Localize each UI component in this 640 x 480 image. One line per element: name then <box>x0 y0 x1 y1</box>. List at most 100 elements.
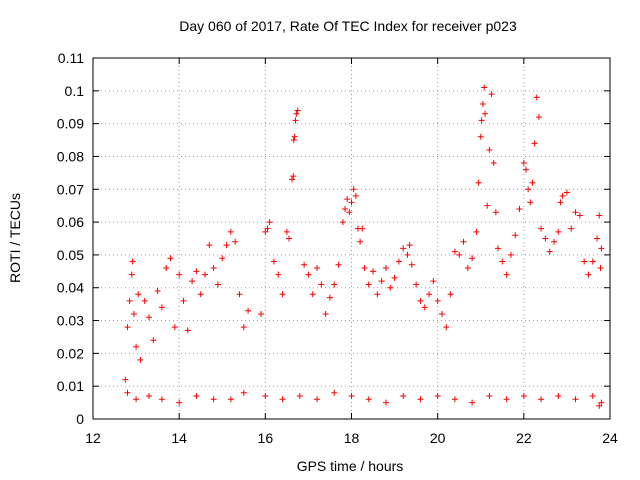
data-point <box>240 389 247 396</box>
y-tick-label: 0.06 <box>57 214 84 230</box>
data-point <box>189 278 196 285</box>
data-point <box>223 242 230 249</box>
data-point <box>482 110 489 117</box>
axis-ticks <box>92 57 611 420</box>
data-point <box>359 225 366 232</box>
data-point <box>507 251 514 258</box>
x-axis-label: GPS time / hours <box>297 458 404 474</box>
data-point <box>279 291 286 298</box>
data-point <box>275 271 282 278</box>
data-point <box>522 166 529 173</box>
data-point <box>352 192 359 199</box>
data-point <box>382 265 389 272</box>
data-point <box>464 265 471 272</box>
data-point <box>357 238 364 245</box>
data-point <box>279 396 286 403</box>
data-point <box>236 291 243 298</box>
data-point <box>533 94 540 101</box>
data-point <box>227 396 234 403</box>
data-point <box>406 242 413 249</box>
data-point <box>290 173 297 180</box>
data-point <box>133 343 140 350</box>
data-point <box>475 179 482 186</box>
data-point <box>122 376 129 383</box>
data-point <box>596 402 603 409</box>
data-point <box>176 271 183 278</box>
data-point <box>585 271 592 278</box>
data-point <box>486 146 493 153</box>
data-point <box>365 396 372 403</box>
data-point <box>451 248 458 255</box>
data-point <box>130 310 137 317</box>
data-point <box>294 107 301 114</box>
data-point <box>413 281 420 288</box>
x-tick-label: 18 <box>344 430 360 446</box>
data-point <box>503 271 510 278</box>
data-point <box>417 297 424 304</box>
data-point <box>128 271 135 278</box>
data-point <box>374 291 381 298</box>
data-point <box>378 278 385 285</box>
data-point <box>158 304 165 311</box>
data-point <box>214 281 221 288</box>
data-point <box>494 245 501 252</box>
y-tick-label: 0.09 <box>57 116 84 132</box>
data-point <box>266 219 273 226</box>
data-point <box>210 396 217 403</box>
x-tick-label: 12 <box>85 430 101 446</box>
data-point <box>171 324 178 331</box>
data-point <box>484 202 491 209</box>
data-point <box>232 238 239 245</box>
y-tick-labels: 0 0.01 0.02 0.03 0.04 0.05 0.06 0.07 0.08 0.09 0.1… <box>57 50 84 427</box>
data-point <box>350 186 357 193</box>
data-point <box>126 297 133 304</box>
data-point <box>291 133 298 140</box>
y-tick-label: 0.11 <box>58 50 84 66</box>
data-point <box>516 205 523 212</box>
y-tick-label: 0.07 <box>57 181 84 197</box>
data-point <box>154 288 161 295</box>
data-point <box>430 278 437 285</box>
data-point <box>348 199 355 206</box>
data-point <box>473 228 480 235</box>
data-point <box>597 265 604 272</box>
data-point <box>581 258 588 265</box>
data-point <box>404 251 411 258</box>
data-point <box>135 291 142 298</box>
y-tick-label: 0 <box>76 411 84 427</box>
data-point <box>141 297 148 304</box>
data-point <box>520 160 527 167</box>
data-point <box>314 265 321 272</box>
data-point <box>557 199 564 206</box>
data-point <box>146 314 153 321</box>
data-point <box>598 399 605 406</box>
data-point <box>318 281 325 288</box>
data-point <box>202 271 209 278</box>
y-tick-label: 0.05 <box>57 247 84 263</box>
x-tick-label: 16 <box>258 430 274 446</box>
data-point <box>387 284 394 291</box>
data-point <box>527 199 534 206</box>
data-point <box>477 133 484 140</box>
data-point <box>546 248 553 255</box>
data-point <box>492 209 499 216</box>
data-point <box>245 307 252 314</box>
data-point <box>293 110 300 117</box>
data-point <box>305 271 312 278</box>
data-point <box>555 228 562 235</box>
data-point <box>301 261 308 268</box>
data-point <box>499 258 506 265</box>
data-point <box>262 393 269 400</box>
data-point <box>193 393 200 400</box>
data-point <box>322 310 329 317</box>
data-point <box>176 399 183 406</box>
data-point <box>447 291 454 298</box>
data-point <box>538 225 545 232</box>
data-point <box>331 281 338 288</box>
data-point <box>408 261 415 268</box>
data-point <box>417 396 424 403</box>
data-point <box>559 192 566 199</box>
y-tick-label: 0.02 <box>57 345 84 361</box>
data-point <box>124 324 131 331</box>
data-points <box>122 84 605 409</box>
